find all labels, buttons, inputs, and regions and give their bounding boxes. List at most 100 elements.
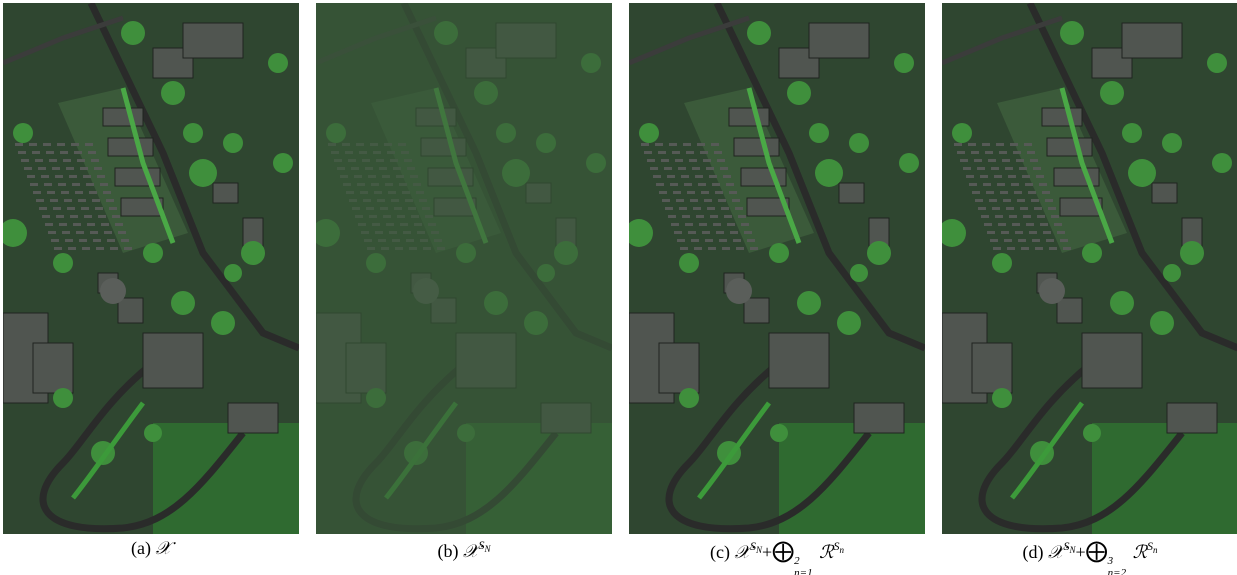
panel-c bbox=[629, 3, 925, 534]
building bbox=[1081, 332, 1143, 389]
parked-car bbox=[1045, 199, 1053, 202]
building bbox=[658, 342, 700, 394]
parked-car bbox=[747, 239, 755, 242]
tree bbox=[161, 81, 185, 105]
parked-car bbox=[94, 167, 102, 170]
parked-car bbox=[69, 175, 77, 178]
parked-car bbox=[63, 159, 71, 162]
parked-car bbox=[64, 199, 72, 202]
parked-car bbox=[60, 151, 68, 154]
parked-car bbox=[656, 183, 664, 186]
tree bbox=[1122, 123, 1142, 143]
parked-car bbox=[957, 151, 965, 154]
parked-car bbox=[41, 175, 49, 178]
tree bbox=[241, 241, 265, 265]
parked-car bbox=[103, 191, 111, 194]
parked-car bbox=[695, 175, 703, 178]
parked-car bbox=[688, 231, 696, 234]
panel-d bbox=[942, 3, 1237, 534]
building bbox=[227, 402, 279, 434]
tree-row bbox=[1010, 401, 1085, 500]
building bbox=[1151, 182, 1178, 204]
parked-car bbox=[55, 175, 63, 178]
math: n=2 3 bbox=[1108, 555, 1126, 575]
parked-car bbox=[687, 191, 695, 194]
building bbox=[1046, 137, 1093, 157]
math: + bbox=[1075, 542, 1086, 562]
building bbox=[1166, 402, 1218, 434]
parked-car bbox=[45, 223, 53, 226]
tree bbox=[747, 21, 771, 45]
parked-car bbox=[702, 231, 710, 234]
tree bbox=[850, 264, 868, 282]
parked-car bbox=[33, 191, 41, 194]
math: 𝒳 bbox=[1048, 542, 1064, 562]
tree bbox=[53, 253, 73, 273]
parked-car bbox=[692, 167, 700, 170]
parked-car bbox=[1003, 199, 1011, 202]
tree bbox=[224, 264, 242, 282]
parked-car bbox=[672, 151, 680, 154]
parked-car bbox=[112, 215, 120, 218]
tree bbox=[1162, 133, 1182, 153]
parked-car bbox=[1037, 215, 1045, 218]
math: n bbox=[839, 545, 844, 555]
math: + bbox=[762, 542, 773, 562]
parked-car bbox=[93, 239, 101, 242]
tree bbox=[1207, 53, 1227, 73]
building bbox=[746, 197, 790, 217]
tree bbox=[121, 21, 145, 45]
building bbox=[808, 22, 870, 59]
parked-car bbox=[71, 143, 79, 146]
parked-car bbox=[997, 183, 1005, 186]
tree-row bbox=[1059, 87, 1115, 244]
parked-car bbox=[968, 143, 976, 146]
caption-label: (d) bbox=[1022, 542, 1044, 562]
building bbox=[212, 182, 239, 204]
parked-car bbox=[1015, 231, 1023, 234]
parked-car bbox=[677, 239, 685, 242]
building bbox=[853, 402, 905, 434]
parked-car bbox=[1019, 167, 1027, 170]
tree bbox=[1128, 159, 1156, 187]
image bbox=[942, 3, 1237, 534]
tree-row bbox=[120, 87, 176, 244]
parked-car bbox=[36, 199, 44, 202]
parked-car bbox=[998, 223, 1006, 226]
tree bbox=[769, 243, 789, 263]
parked-car bbox=[683, 143, 691, 146]
parked-car bbox=[74, 151, 82, 154]
tank bbox=[100, 278, 126, 304]
parked-car bbox=[708, 247, 716, 250]
math: n bbox=[1152, 545, 1158, 555]
building bbox=[1091, 47, 1133, 79]
parked-car bbox=[986, 191, 994, 194]
tree bbox=[1180, 241, 1204, 265]
parked-car bbox=[712, 183, 720, 186]
parked-car bbox=[1008, 175, 1016, 178]
parked-car bbox=[744, 231, 752, 234]
parked-car bbox=[667, 175, 675, 178]
building bbox=[768, 332, 830, 389]
parked-car bbox=[1040, 223, 1048, 226]
parked-car bbox=[1020, 207, 1028, 210]
parked-car bbox=[1013, 151, 1021, 154]
tree bbox=[679, 388, 699, 408]
parked-car bbox=[1054, 223, 1062, 226]
math: 𝒳 bbox=[463, 541, 479, 561]
parked-car bbox=[975, 199, 983, 202]
road bbox=[87, 3, 299, 352]
road bbox=[665, 360, 872, 533]
parked-car bbox=[1021, 247, 1029, 250]
parked-car bbox=[42, 215, 50, 218]
tree bbox=[1100, 81, 1124, 105]
parked-car bbox=[972, 191, 980, 194]
building bbox=[120, 197, 164, 217]
parked-car bbox=[1004, 239, 1012, 242]
road bbox=[942, 15, 1063, 66]
parked-car bbox=[35, 159, 43, 162]
tree bbox=[144, 424, 162, 442]
math: S bbox=[833, 539, 840, 553]
parked-car bbox=[706, 167, 714, 170]
math: SN bbox=[750, 539, 762, 555]
